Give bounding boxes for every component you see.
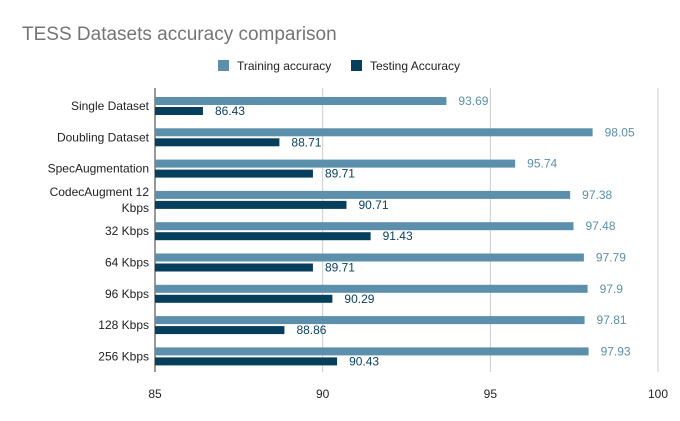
bar-testing [155,357,338,366]
category-label: 32 Kbps [105,224,149,238]
bar-training [155,284,588,293]
bar-training [155,222,574,231]
category-label: 256 Kbps [98,349,149,363]
data-label: 88.71 [291,135,321,149]
bar-training [155,316,585,325]
bar-testing [155,294,333,303]
legend-swatch [218,60,229,71]
bar-training [155,347,589,356]
data-label: 86.43 [215,104,245,118]
bar-testing [155,107,203,115]
data-label: 90.43 [349,354,379,368]
category-labels: Single Dataset Doubling Dataset SpecAugmen… [48,99,150,363]
bar-testing [155,263,313,272]
category-label: Single Dataset [71,99,150,113]
x-tick-label: 95 [484,387,498,401]
data-label: 97.93 [601,344,631,358]
bars: 93.69 86.43 98.05 88.71 95.74 89.71 97.38 90.71… [155,94,635,368]
bar-testing [155,169,313,178]
data-label: 90.29 [344,292,374,306]
data-label: 89.71 [325,167,355,181]
bar-training [155,253,584,262]
bar-testing [155,200,347,209]
data-label: 98.05 [605,125,635,139]
legend-swatch [351,60,362,71]
bar-training [155,159,516,168]
data-label: 93.69 [458,94,488,108]
category-label: Doubling Dataset [57,130,150,144]
chart-title: TESS Datasets accuracy comparison [22,24,337,45]
legend-item-1: Testing Accuracy [351,59,460,73]
bar-testing [155,232,371,241]
data-label: 97.81 [597,313,627,327]
data-label: 91.43 [383,229,413,243]
x-axis-ticks: 85 90 95 100 [148,387,668,401]
data-label: 97.79 [596,251,626,265]
category-label: 64 Kbps [105,256,149,270]
x-tick-label: 100 [648,387,668,401]
data-label: 95.74 [527,157,557,171]
bar-training [155,128,593,137]
bar-testing [155,138,280,147]
bar-testing [155,326,285,335]
data-label: 97.9 [600,282,624,296]
data-label: 89.71 [325,261,355,275]
legend: Training accuracy Testing Accuracy [218,59,460,73]
data-label: 97.48 [585,219,615,233]
legend-label: Training accuracy [237,59,331,73]
x-tick-label: 85 [148,387,162,401]
category-label: CodecAugment 12 Kbps [50,185,150,215]
legend-label: Testing Accuracy [370,59,460,73]
bar-training [155,190,571,199]
data-label: 90.71 [358,198,388,212]
category-label: SpecAugmentation [48,162,149,176]
data-label: 97.38 [582,188,612,202]
bar-training [155,97,447,105]
data-label: 88.86 [296,323,326,337]
x-tick-label: 90 [316,387,330,401]
legend-item-0: Training accuracy [218,59,331,73]
category-label: 128 Kbps [98,318,149,332]
category-label: 96 Kbps [105,287,149,301]
